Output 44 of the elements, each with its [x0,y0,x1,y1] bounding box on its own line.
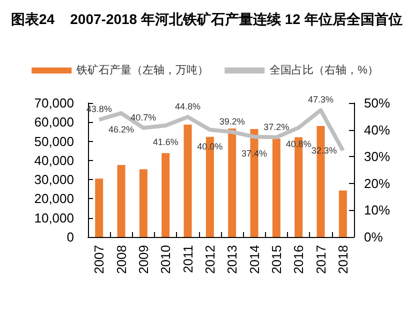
y2-tick-label: 40% [364,122,390,138]
y-tick-label: 30,000 [34,172,74,188]
data-label: 39.2% [219,116,245,126]
y-tick-label: 60,000 [34,114,74,130]
x-tick-label: 2012 [202,245,218,274]
legend-label: 铁矿石产量（左轴，万吨） [76,64,209,76]
y2-tick-label: 0% [364,230,384,244]
y2-tick-label: 30% [364,149,390,164]
y2-tick-label: 20% [364,176,390,191]
bar [228,128,236,237]
y-tick-label: 20,000 [34,191,74,206]
bar [338,190,347,237]
x-tick-label: 2009 [136,245,151,274]
x-tick-label: 2018 [335,245,350,274]
chart-title: 图表24 2007-2018 年河北铁矿石产量连续 12 年位居全国首位 [11,11,402,27]
y2-tick-label: 10% [364,202,390,218]
x-tick-label: 2014 [246,245,262,274]
x-tick-label: 2008 [114,245,129,274]
bar [162,153,170,237]
y-tick-label: 50,000 [34,134,74,149]
bar [272,138,280,237]
y-tick-label: 70,000 [34,96,74,110]
x-tick-label: 2007 [92,245,107,274]
x-tick-label: 2015 [268,245,284,274]
data-label: 40.7% [130,112,156,122]
x-tick-label: 2013 [224,245,240,274]
y2-tick-label: 50% [364,96,390,110]
bar [117,165,126,237]
x-tick-label: 2016 [291,245,306,274]
data-label: 47.3% [308,94,334,105]
bar [184,124,192,237]
bar [139,169,148,237]
y-tick-label: 0 [66,230,74,244]
data-label: 41.6% [152,137,178,148]
y-tick-label: 40,000 [34,152,74,168]
data-label: 46.2% [108,124,134,135]
y-tick-label: 10,000 [34,210,74,226]
data-label: 44.8% [174,101,201,112]
bar [95,178,104,237]
x-tick-label: 2011 [180,245,196,273]
x-tick-label: 2010 [158,245,174,274]
x-tick-label: 2017 [313,245,328,274]
data-label: 37.2% [264,122,290,132]
legend-label: 全国占比（右轴，%） [270,64,378,76]
